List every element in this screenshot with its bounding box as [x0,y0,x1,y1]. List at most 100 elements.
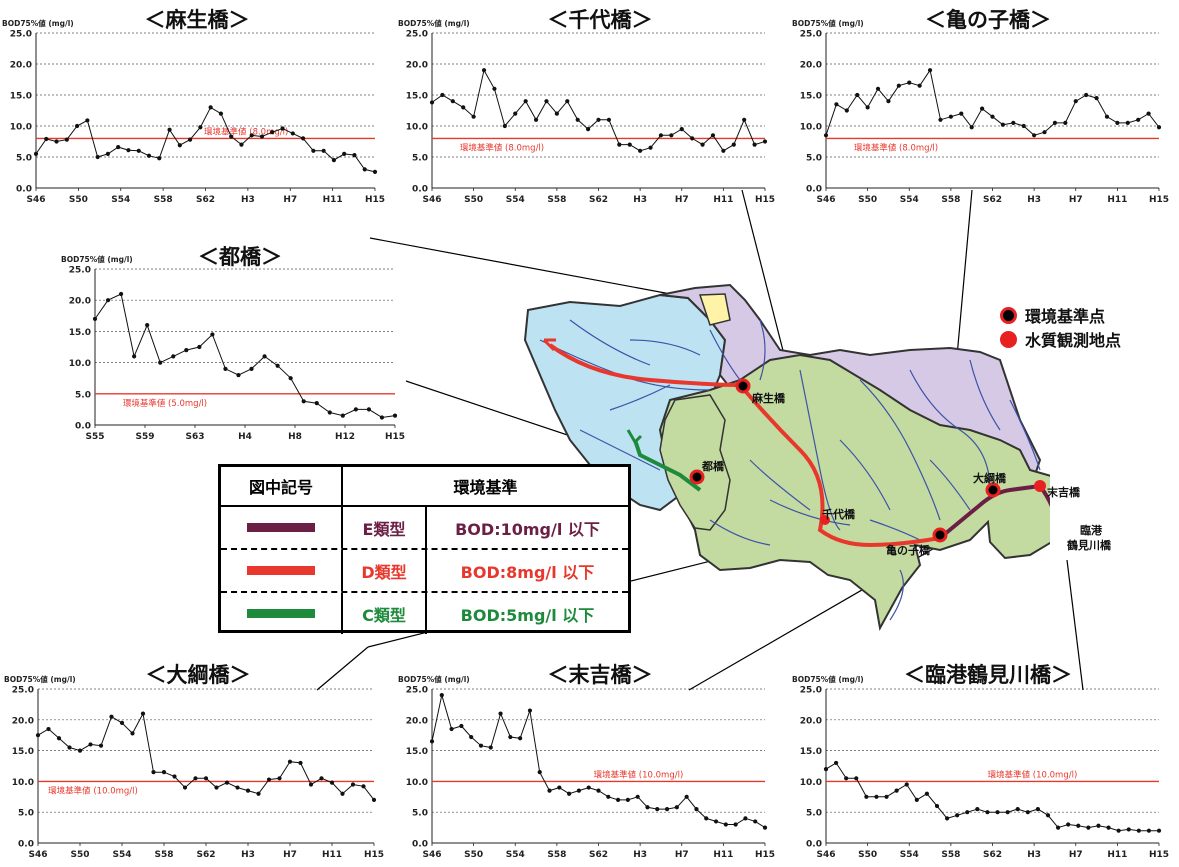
data-point [554,111,559,116]
connector-asobashi [369,237,677,296]
data-point [471,114,476,119]
standard-label: 環境基準値 (8.0mg/l) [204,126,288,137]
data-point [1011,120,1016,125]
data-point [177,143,182,148]
y-tick-label: 20.0 [800,716,822,726]
data-point [469,734,474,740]
y-tick-label: 15.0 [406,747,428,757]
x-tick-label: S55 [85,432,104,442]
x-tick-label: H15 [364,850,384,860]
data-point [823,766,829,772]
data-point [914,797,919,802]
chart-title: ＜麻生橋＞ [144,8,250,32]
x-tick-label: H15 [365,195,385,205]
data-point [969,125,974,130]
data-point [478,743,484,748]
data-point [1136,117,1141,122]
data-point [1156,125,1162,130]
data-point [1126,827,1131,832]
y-tick-label: 25.0 [800,686,822,696]
x-tick-label: S58 [154,195,173,205]
data-point [239,142,244,147]
monitoring-points [689,378,1046,543]
data-point [277,776,282,781]
point-kamenokobashi [932,527,948,543]
data-point [214,785,219,790]
data-point [203,776,209,781]
series-line [35,106,376,173]
data-point [1076,823,1081,828]
connector-rinko [1066,559,1084,691]
data-point [235,785,240,790]
data-point [544,99,549,104]
data-point [886,99,891,104]
data-point [995,810,1000,815]
data-point [1021,123,1026,129]
observation-point-icon [1000,330,1017,348]
data-point [855,92,860,98]
data-point [298,760,303,766]
x-tick-label: S54 [112,850,131,860]
swatch-c [247,609,315,618]
header-standard: 環境基準 [453,478,518,497]
y-tick-label: 25.0 [406,686,428,696]
chart-title: ＜都橋＞ [198,245,282,269]
basin-yellow [698,293,731,326]
data-point [319,776,324,781]
y-tick-label: 15.0 [12,747,34,757]
chart-ylabel: BOD75%値 (mg/l) [61,255,133,264]
data-point [450,99,455,104]
chart-title: ＜臨港鶴見川橋＞ [904,663,1072,687]
data-point [1146,828,1152,833]
data-point [874,794,879,799]
standards-table: 図中記号 環境基準 E類型 BOD:10mg/l 以下 D類型 BOD:8mg/… [218,464,631,634]
data-point [140,711,146,716]
data-point [130,731,135,736]
data-point [340,413,345,418]
data-point [875,86,881,91]
data-point [161,770,167,775]
data-point [182,785,188,790]
data-point [314,401,319,406]
chart-ylabel: BOD75%値 (mg/l) [2,19,74,28]
chart-ylabel: BOD75%値 (mg/l) [792,19,864,28]
data-point [884,794,889,799]
data-point [366,407,372,412]
data-point [721,148,726,153]
data-point [944,816,950,821]
x-tick-label: S46 [816,195,835,205]
y-tick-label: 10.0 [800,778,822,788]
data-point [833,760,839,766]
y-tick-label: 0.0 [16,185,32,195]
y-tick-label: 10.0 [800,123,822,133]
x-tick-label: S46 [28,850,47,860]
x-tick-label: S54 [506,195,525,205]
data-point [461,105,466,110]
data-point [88,742,93,747]
data-point [145,323,150,328]
data-point [938,117,943,122]
y-tick-label: 5.0 [806,154,822,164]
data-point [854,776,859,781]
data-point [658,133,664,138]
data-point [275,363,280,368]
chart-ylabel: BOD75%値 (mg/l) [398,19,470,28]
data-point [664,807,670,812]
y-tick-label: 10.0 [10,123,32,133]
y-tick-label: 25.0 [12,686,34,696]
data-point [249,366,254,371]
data-point [151,770,156,775]
map-label-rinko-2: 鶴見川橋 [1067,539,1111,552]
data-point [585,127,591,132]
y-tick-label: 20.0 [69,297,91,307]
data-point [56,736,62,741]
data-point [184,348,189,353]
data-point [627,142,632,147]
y-tick-label: 5.0 [412,154,428,164]
data-point [77,748,83,753]
data-point [1055,825,1061,830]
data-point [167,127,172,132]
data-point [311,148,316,153]
y-tick-label: 20.0 [10,61,32,71]
data-point [1005,810,1010,815]
